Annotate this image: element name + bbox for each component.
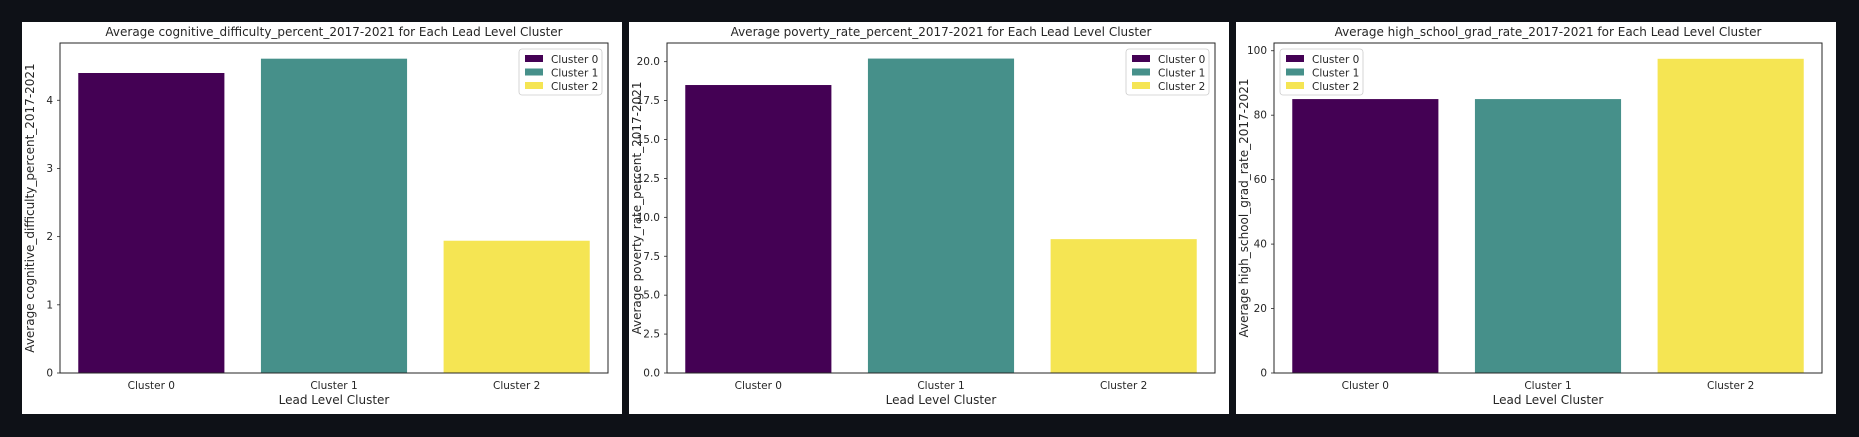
- legend-swatch: [1286, 82, 1304, 89]
- y-tick-label: 2.5: [643, 329, 660, 341]
- y-tick-label: 10.0: [637, 212, 660, 224]
- chart-panel-grad-rate: Average high_school_grad_rate_2017-2021 …: [1236, 22, 1836, 414]
- x-tick-label: Cluster 0: [1342, 380, 1389, 392]
- bar-cluster-0: [1292, 99, 1439, 373]
- x-axis-label: Lead Level Cluster: [279, 393, 390, 407]
- x-tick-label: Cluster 1: [917, 380, 964, 392]
- bar-cluster-0: [78, 73, 225, 373]
- bar-cluster-1: [1474, 99, 1622, 373]
- x-tick-label: Cluster 2: [1707, 380, 1754, 392]
- bar-cluster-2: [1657, 58, 1804, 373]
- chart-title: Average high_school_grad_rate_2017-2021 …: [1335, 25, 1762, 39]
- y-tick-label: 60: [1254, 174, 1267, 186]
- legend-swatch: [1132, 68, 1150, 76]
- x-tick-label: Cluster 2: [493, 380, 540, 392]
- plot-frame: [1273, 42, 1823, 374]
- y-tick-label: 17.5: [637, 95, 660, 107]
- bar-cluster-2: [1050, 239, 1197, 373]
- legend-label: Cluster 1: [551, 68, 598, 80]
- legend-swatch: [1132, 82, 1150, 89]
- legend-swatch: [1286, 68, 1304, 76]
- y-tick-label: 2: [46, 231, 53, 243]
- x-axis-label: Lead Level Cluster: [886, 393, 997, 407]
- y-axis-label: Average high_school_grad_rate_2017-2021: [1237, 78, 1251, 337]
- y-tick-label: 3: [46, 163, 53, 175]
- legend-label: Cluster 1: [1158, 68, 1205, 80]
- chart-svg: Average poverty_rate_percent_2017-2021 f…: [630, 25, 1216, 407]
- chart-title: Average poverty_rate_percent_2017-2021 f…: [731, 25, 1152, 39]
- y-tick-label: 4: [46, 95, 53, 107]
- x-tick-label: Cluster 1: [1524, 380, 1571, 392]
- y-tick-label: 5.0: [643, 290, 660, 302]
- x-tick-label: Cluster 1: [310, 380, 357, 392]
- y-tick-label: 100: [1247, 45, 1267, 57]
- legend-label: Cluster 0: [1158, 54, 1205, 66]
- legend-label: Cluster 0: [551, 54, 598, 66]
- y-tick-label: 7.5: [643, 251, 660, 263]
- plot-frame: [666, 42, 1216, 374]
- x-tick-label: Cluster 2: [1100, 380, 1147, 392]
- y-tick-label: 0: [46, 368, 53, 380]
- y-tick-label: 0: [1260, 368, 1267, 380]
- chart-panel-cognitive: Average cognitive_difficulty_percent_201…: [22, 22, 622, 414]
- legend-swatch: [525, 55, 543, 62]
- y-tick-label: 15.0: [637, 134, 660, 146]
- legend-swatch: [1132, 55, 1150, 62]
- legend-label: Cluster 2: [1158, 81, 1205, 93]
- bar-cluster-1: [260, 58, 408, 373]
- chart-title: Average cognitive_difficulty_percent_201…: [105, 25, 562, 39]
- legend-label: Cluster 2: [1312, 81, 1359, 93]
- y-tick-label: 80: [1254, 110, 1267, 122]
- legend-swatch: [1286, 55, 1304, 62]
- y-tick-label: 20.0: [637, 56, 660, 68]
- bar-cluster-0: [685, 85, 832, 373]
- y-tick-label: 40: [1254, 239, 1267, 251]
- bar-cluster-1: [867, 58, 1015, 373]
- y-tick-label: 0.0: [643, 368, 660, 380]
- chart-svg: Average high_school_grad_rate_2017-2021 …: [1237, 25, 1823, 407]
- y-tick-label: 1: [46, 299, 53, 311]
- legend-swatch: [525, 82, 543, 89]
- x-tick-label: Cluster 0: [128, 380, 175, 392]
- y-tick-label: 20: [1254, 303, 1267, 315]
- y-axis-label: Average poverty_rate_percent_2017-2021: [630, 81, 644, 334]
- plot-frame: [59, 42, 609, 374]
- y-tick-label: 12.5: [637, 173, 660, 185]
- legend-label: Cluster 2: [551, 81, 598, 93]
- legend-label: Cluster 0: [1312, 54, 1359, 66]
- x-axis-label: Lead Level Cluster: [1493, 393, 1604, 407]
- y-axis-label: Average cognitive_difficulty_percent_201…: [23, 63, 37, 352]
- chart-panel-poverty: Average poverty_rate_percent_2017-2021 f…: [629, 22, 1229, 414]
- bar-cluster-2: [443, 240, 590, 373]
- legend-label: Cluster 1: [1312, 68, 1359, 80]
- chart-svg: Average cognitive_difficulty_percent_201…: [23, 25, 609, 407]
- x-tick-label: Cluster 0: [735, 380, 782, 392]
- legend-swatch: [525, 68, 543, 76]
